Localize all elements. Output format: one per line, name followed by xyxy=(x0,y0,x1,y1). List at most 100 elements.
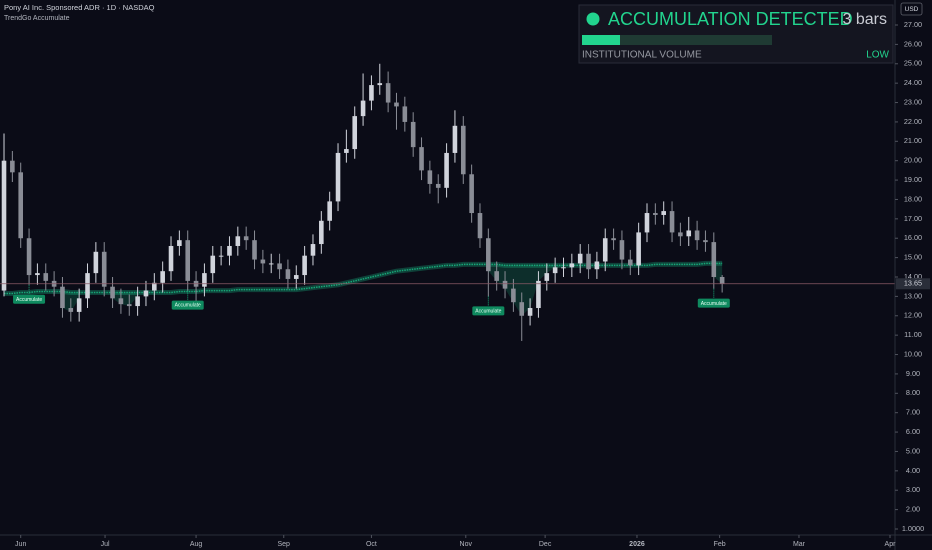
candle-body xyxy=(502,280,508,289)
candle-body xyxy=(118,298,124,305)
candle-body xyxy=(527,308,533,316)
y-tick-label: 24.00 xyxy=(904,78,922,87)
candle-body xyxy=(302,255,307,276)
signal-box xyxy=(472,306,505,316)
candle-body xyxy=(1,160,7,291)
candle-body xyxy=(569,263,575,268)
candle-body xyxy=(76,298,82,312)
candle-body xyxy=(460,125,466,175)
candle-body xyxy=(602,238,608,262)
signal-label: Accumulate xyxy=(701,301,727,307)
y-tick-label: 16.00 xyxy=(904,233,922,242)
price-label: 13.65 xyxy=(904,279,922,288)
x-tick-label: 2026 xyxy=(629,541,645,548)
candle-body xyxy=(101,251,107,287)
y-tick-label: 12.00 xyxy=(904,311,922,320)
x-tick-label: Sep xyxy=(278,541,291,548)
candle-body xyxy=(719,276,725,284)
x-tick-label: Jun xyxy=(15,541,26,548)
x-tick-label: Feb xyxy=(714,541,726,548)
currency-box[interactable] xyxy=(900,2,923,16)
candle-body xyxy=(210,255,216,274)
x-tick-label: Dec xyxy=(539,541,552,548)
y-tick-label: 10.00 xyxy=(904,349,922,358)
chart-title: Pony AI Inc. Sponsored ADR · 1D · NASDAQ xyxy=(4,3,155,12)
candle-body xyxy=(93,251,99,274)
candle-body xyxy=(678,232,683,237)
y-tick-label: 18.00 xyxy=(904,194,922,203)
candle-body xyxy=(686,230,692,237)
candle-body xyxy=(402,106,408,122)
signal-box xyxy=(697,298,730,308)
candle-body xyxy=(227,245,232,256)
candle-body xyxy=(452,125,458,153)
y-tick-label: 4.00 xyxy=(906,466,920,475)
meter-fill xyxy=(582,35,620,45)
accumulation-area xyxy=(488,264,564,316)
candle-body xyxy=(536,280,541,309)
x-tick-label: Apr xyxy=(885,541,897,548)
candle-body xyxy=(410,121,416,148)
candle-body xyxy=(10,160,15,173)
signal-label: Accumulate xyxy=(175,303,201,309)
signal-label: Accumulate xyxy=(475,309,501,315)
candle-body xyxy=(627,259,633,266)
candle-body xyxy=(260,259,266,264)
candle-body xyxy=(669,211,675,233)
candle-body xyxy=(594,261,600,270)
candle-body xyxy=(360,100,366,117)
y-tick-label: 1.0000 xyxy=(902,524,924,533)
candle-body xyxy=(394,102,399,107)
candle-body xyxy=(344,149,349,153)
candle-body xyxy=(619,240,625,260)
x-tick-label: Mar xyxy=(793,541,806,548)
x-tick-label: Nov xyxy=(460,541,473,548)
y-tick-label: 5.00 xyxy=(906,446,920,455)
candle-body xyxy=(26,238,32,276)
candle-body xyxy=(35,273,40,276)
candle-body xyxy=(494,271,499,281)
y-tick-label: 17.00 xyxy=(904,214,922,223)
signal-box xyxy=(171,300,204,310)
candle-body xyxy=(552,267,558,274)
metric-label: INSTITUTIONAL VOLUME xyxy=(582,50,702,61)
y-tick-label: 27.00 xyxy=(904,20,922,29)
candle-body xyxy=(293,275,299,279)
y-tick-label: 26.00 xyxy=(904,39,922,48)
candle-body xyxy=(143,290,149,297)
candle-body xyxy=(611,238,616,241)
candle-body xyxy=(218,255,224,257)
candle-body xyxy=(185,240,191,281)
candle-body xyxy=(335,152,341,202)
candle-body xyxy=(561,267,566,269)
candle-body xyxy=(653,213,658,215)
accumulation-area xyxy=(112,292,138,307)
candle-body xyxy=(703,240,708,243)
candle-body xyxy=(385,83,391,103)
candle-body xyxy=(644,213,650,233)
candle-body xyxy=(711,242,717,277)
y-tick-label: 25.00 xyxy=(904,59,922,68)
candle-body xyxy=(419,147,424,171)
status-text: ACCUMULATION DETECTED xyxy=(608,9,853,29)
panel-box xyxy=(578,4,894,64)
moving-average xyxy=(4,262,723,295)
candle-body xyxy=(661,211,666,215)
y-tick-label: 14.00 xyxy=(904,272,922,281)
candle-body xyxy=(477,213,483,239)
candle-body xyxy=(135,296,140,307)
candle-body xyxy=(544,273,550,281)
price-label-box xyxy=(896,278,930,290)
currency[interactable]: USD xyxy=(905,6,919,13)
x-tick-label: Aug xyxy=(190,541,203,548)
y-tick-label: 23.00 xyxy=(904,97,922,106)
metric-level: LOW xyxy=(866,50,889,61)
candle-body xyxy=(243,236,249,241)
meter-track xyxy=(582,35,772,45)
candle-body xyxy=(43,273,49,281)
y-tick-label: 19.00 xyxy=(904,175,922,184)
status-dot xyxy=(586,12,600,26)
candle-body xyxy=(694,230,700,241)
